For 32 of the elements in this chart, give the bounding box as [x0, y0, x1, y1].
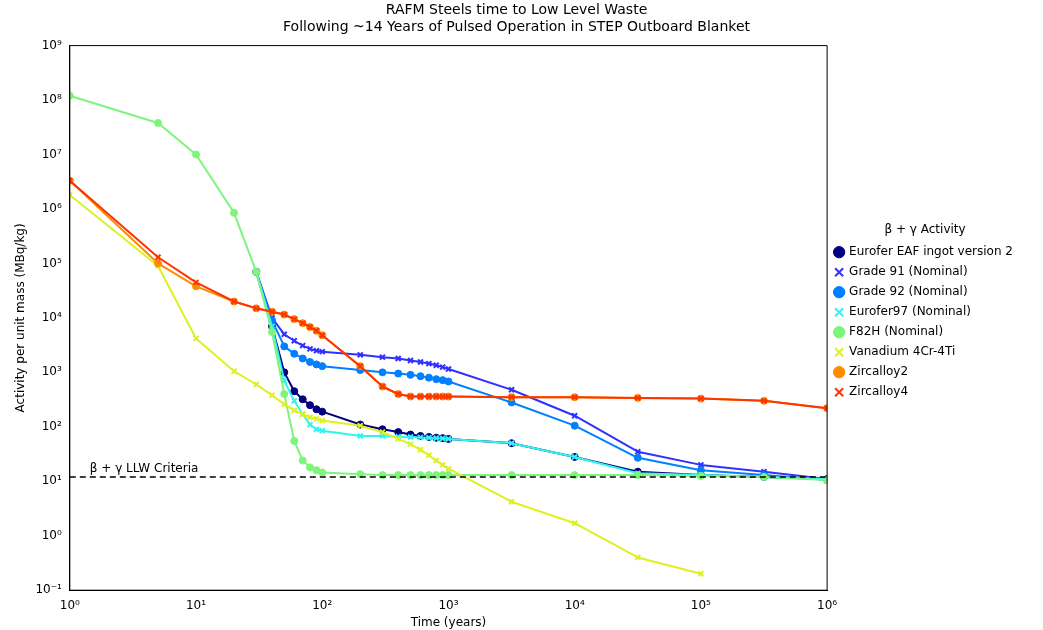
legend-label: F82H (Nominal) [849, 324, 944, 339]
x-tick-label: 10¹ [185, 597, 207, 612]
y-tick-label: 10⁰ [41, 527, 62, 542]
y-tick-label: 10⁵ [41, 255, 62, 270]
y-tick-label: 10⁹ [41, 37, 62, 52]
x-tick-label: 10⁵ [690, 597, 712, 612]
legend-label: Zircalloy2 [849, 364, 909, 379]
y-tick-label: 10⁶ [41, 201, 62, 216]
y-tick-label: 10¹ [41, 473, 62, 488]
x-axis-title: Time (years) [409, 614, 487, 629]
ref-line-label: β + γ LLW Criteria [89, 461, 199, 476]
legend-label: Vanadium 4Cr-4Ti [849, 344, 956, 359]
x-tick-label: 10⁴ [564, 597, 585, 612]
y-tick-label: 10⁴ [41, 310, 62, 325]
legend-label: Grade 91 (Nominal) [849, 264, 968, 279]
legend-label: Zircalloy4 [849, 384, 909, 399]
legend-label: Eurofer97 (Nominal) [849, 304, 971, 319]
x-tick-label: 10⁰ [59, 597, 81, 612]
chart-title: RAFM Steels time to Low Level Waste [385, 1, 648, 18]
y-tick-label: 10⁻¹ [35, 582, 62, 597]
x-tick-label: 10⁶ [817, 597, 838, 612]
y-tick-label: 10³ [41, 364, 62, 379]
x-tick-label: 10³ [438, 597, 459, 612]
y-tick-label: 10⁸ [41, 92, 62, 107]
legend-label: Grade 92 (Nominal) [849, 284, 968, 299]
legend-title: β + γ Activity [884, 221, 966, 236]
y-tick-label: 10⁷ [41, 146, 62, 161]
legend-label: Eurofer EAF ingot version 2 [849, 244, 1014, 259]
chart-subtitle: Following ~14 Years of Pulsed Operation in STEP Outboard Blanket [283, 17, 751, 34]
y-tick-label: 10² [41, 418, 62, 433]
y-axis-title: Activity per unit mass (MBq/kg) [13, 223, 28, 413]
x-tick-label: 10² [312, 597, 333, 612]
